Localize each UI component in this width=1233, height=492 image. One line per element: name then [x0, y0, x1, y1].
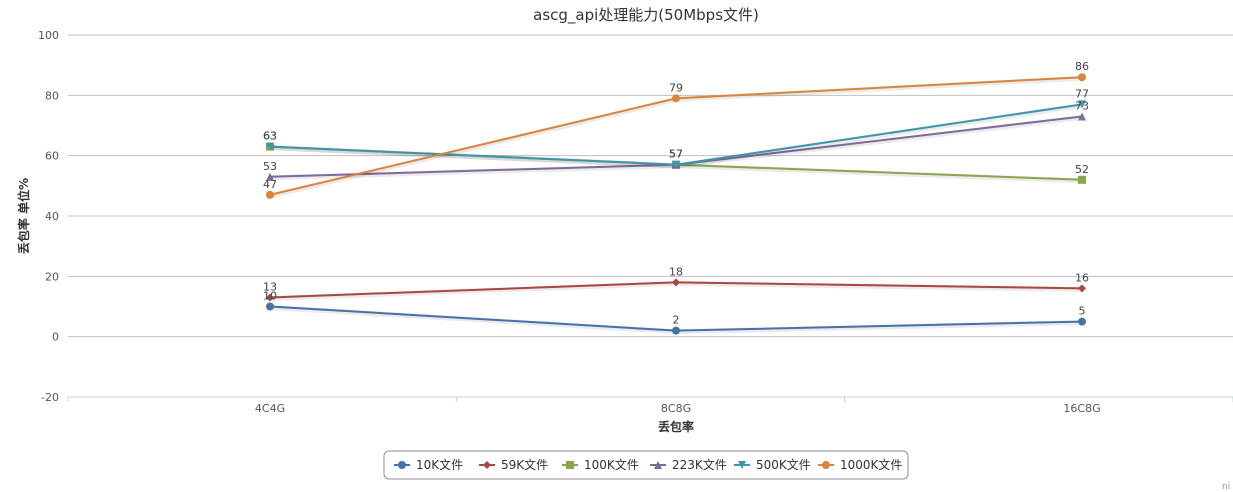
data-label: 18 — [669, 265, 683, 278]
x-tick-label: 8C8G — [661, 402, 691, 415]
data-label: 79 — [669, 81, 683, 94]
legend-label: 10K文件 — [416, 457, 463, 472]
data-point[interactable] — [266, 302, 274, 311]
data-label: 63 — [263, 130, 277, 143]
data-point[interactable] — [1078, 175, 1086, 184]
legend-item[interactable]: 59K文件 — [479, 457, 548, 472]
data-point[interactable] — [1078, 73, 1086, 82]
data-label: 63 — [263, 130, 277, 143]
data-label: 57 — [669, 148, 683, 161]
data-label: 5 — [1079, 305, 1086, 318]
legend-item[interactable]: 1000K文件 — [818, 457, 902, 472]
x-tick-label: 16C8G — [1063, 402, 1100, 415]
y-tick-label: 100 — [38, 29, 59, 42]
data-label: 47 — [263, 178, 277, 191]
data-point — [566, 461, 574, 469]
data-label: 57 — [669, 148, 683, 161]
data-point[interactable] — [1078, 284, 1086, 293]
y-tick-label: 40 — [45, 210, 59, 223]
series-layer — [266, 73, 1086, 335]
data-point — [483, 461, 491, 469]
legend-label: 100K文件 — [584, 457, 639, 472]
data-point[interactable] — [672, 326, 680, 335]
y-tick-label: 20 — [45, 270, 59, 283]
data-point — [654, 461, 662, 469]
data-point — [822, 461, 830, 469]
credit-text: ni — [1222, 482, 1230, 492]
legend-label: 1000K文件 — [840, 457, 902, 472]
series-1 — [266, 302, 1086, 335]
data-label: 16 — [1075, 271, 1089, 284]
legend-label: 500K文件 — [756, 457, 811, 472]
data-label: 86 — [1075, 60, 1089, 73]
legend-label: 223K文件 — [672, 457, 727, 472]
data-label: 77 — [1075, 87, 1089, 100]
data-label: 2 — [673, 314, 680, 327]
data-point[interactable] — [1078, 317, 1086, 326]
data-point — [398, 461, 406, 469]
legend-label: 59K文件 — [501, 457, 548, 472]
data-label: 53 — [263, 160, 277, 173]
x-tick-label: 4C4G — [255, 402, 285, 415]
data-point[interactable] — [266, 172, 274, 181]
legend-item[interactable]: 500K文件 — [734, 457, 811, 472]
data-point[interactable] — [672, 94, 680, 103]
data-label: 10 — [263, 290, 277, 303]
data-point[interactable] — [266, 142, 274, 151]
y-tick-label: 80 — [45, 89, 59, 102]
data-point[interactable] — [1078, 112, 1086, 121]
data-point[interactable] — [1078, 100, 1086, 109]
grid-lines — [68, 34, 1233, 398]
data-label: 57 — [669, 148, 683, 161]
chart-title: ascg_api处理能力(50Mbps文件) — [533, 6, 759, 25]
series-2 — [266, 278, 1086, 302]
legend-box — [383, 450, 909, 480]
data-point — [738, 461, 746, 469]
data-point[interactable] — [266, 190, 274, 199]
y-axis-title: 丢包率 单位% — [16, 178, 31, 254]
legend-item[interactable]: 223K文件 — [650, 457, 727, 472]
data-point[interactable] — [266, 293, 274, 302]
x-axis-title: 丢包率 — [658, 419, 694, 434]
legend: 10K文件 59K文件 100K文件 223K文件 500K文件 1000K文件 — [383, 450, 909, 480]
legend-item[interactable]: 100K文件 — [562, 457, 639, 472]
y-tick-label: -20 — [41, 391, 59, 404]
data-label: 13 — [263, 280, 277, 293]
y-tick-label: 0 — [52, 331, 59, 344]
y-tick-label: 60 — [45, 150, 59, 163]
data-label: 52 — [1075, 163, 1089, 176]
data-point[interactable] — [672, 278, 680, 287]
data-label: 73 — [1075, 99, 1089, 112]
x-axis: 4C4G 8C8G 16C8G — [67, 396, 1233, 415]
y-axis-ticks: -20 0 20 40 60 80 100 — [38, 29, 59, 404]
series-6 — [266, 73, 1086, 199]
legend-item[interactable]: 10K文件 — [394, 457, 463, 472]
series-5 — [266, 100, 1086, 169]
data-point[interactable] — [672, 160, 680, 169]
